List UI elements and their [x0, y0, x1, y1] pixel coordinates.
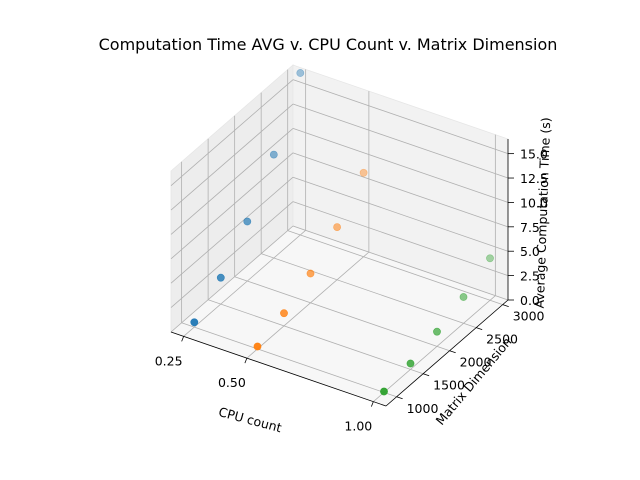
z-tick-label: 0.0: [520, 293, 540, 308]
scatter-point-series-3: [486, 254, 494, 263]
grid-line-z-left: [170, 103, 294, 211]
scatter-point-series-1: [269, 150, 278, 159]
scatter-point-series-2: [359, 168, 368, 177]
scatter-point-series-2: [333, 223, 341, 231]
scatter-point-series-3: [406, 359, 415, 368]
z-tick-label: 7.5: [520, 220, 540, 235]
scatter-point-series-1: [243, 217, 252, 226]
z-axis-label: Average Computation Time (s): [532, 117, 554, 308]
grid-line-z-left: [170, 79, 294, 186]
grid-line-y-floor: [208, 299, 424, 375]
plot-axes: [170, 139, 509, 407]
y-tick-label: 3000: [513, 309, 545, 324]
scatter-points: [190, 69, 494, 396]
scatter-point-series-3: [433, 327, 441, 336]
scatter-point-series-1: [296, 69, 305, 77]
scatter-point-series-2: [253, 342, 262, 351]
grid-line-z-back: [292, 225, 509, 301]
chart-title: Computation Time AVG v. CPU Count v. Mat…: [99, 35, 558, 54]
grid-line-z-back: [292, 79, 509, 155]
y-tick-label: 2500: [486, 332, 518, 347]
plot-panes: [170, 64, 509, 407]
y-tick-label: 1000: [407, 401, 439, 416]
x-tick-mark: [244, 357, 248, 364]
z-tick-label: 12.5: [520, 171, 548, 186]
x-tick-label: 0.25: [155, 353, 183, 368]
x-tick-label: 1.00: [344, 419, 372, 434]
y-tick-mark: [449, 350, 456, 354]
grid-line-y-floor: [287, 230, 503, 305]
grid-line-y-floor: [181, 322, 397, 398]
grid-line-z-left: [170, 176, 294, 284]
scatter-point-series-3: [380, 387, 388, 396]
grid-line-z-left: [170, 201, 294, 308]
grid-line-z-left: [170, 225, 294, 333]
z-tick-label: 2.5: [520, 269, 540, 284]
y-tick-mark: [396, 396, 403, 400]
scatter-point-series-2: [280, 309, 288, 318]
z-tick-label: 10.0: [520, 195, 548, 210]
grid-line-z-back: [292, 176, 509, 252]
x-tick-label: 0.50: [218, 375, 246, 390]
grid-line-x-floor: [246, 251, 370, 359]
grid-line-z-back: [292, 128, 509, 203]
x-tick-mark: [370, 401, 374, 407]
grid-line-z-back: [292, 103, 509, 179]
scatter-point-series-1: [190, 318, 199, 327]
plot-grid: [170, 69, 509, 402]
x-tick-mark: [181, 336, 185, 342]
grid-line-x-floor: [373, 295, 496, 402]
grid-line-z-back: [292, 152, 509, 228]
y-tick-label: 2000: [460, 355, 492, 370]
grid-line-z-left: [170, 152, 294, 260]
scatter-point-series-2: [306, 269, 315, 278]
y-axis-line: [385, 299, 509, 407]
z-tick-label: 15.0: [520, 147, 548, 162]
scatter-point-series-1: [216, 273, 225, 282]
y-tick-label: 1500: [433, 378, 465, 393]
grid-line-y-floor: [261, 253, 477, 329]
grid-line-x-floor: [183, 230, 306, 337]
grid-line-z-back: [292, 201, 509, 276]
x-axis-line: [170, 331, 387, 407]
grid-line-y-floor: [234, 276, 450, 352]
z-tick-label: 5.0: [520, 244, 540, 259]
grid-line-z-left: [170, 128, 294, 235]
scatter-point-series-3: [459, 293, 468, 301]
y-tick-mark: [423, 373, 430, 377]
y-tick-mark: [476, 327, 483, 331]
y-tick-mark: [502, 304, 509, 307]
